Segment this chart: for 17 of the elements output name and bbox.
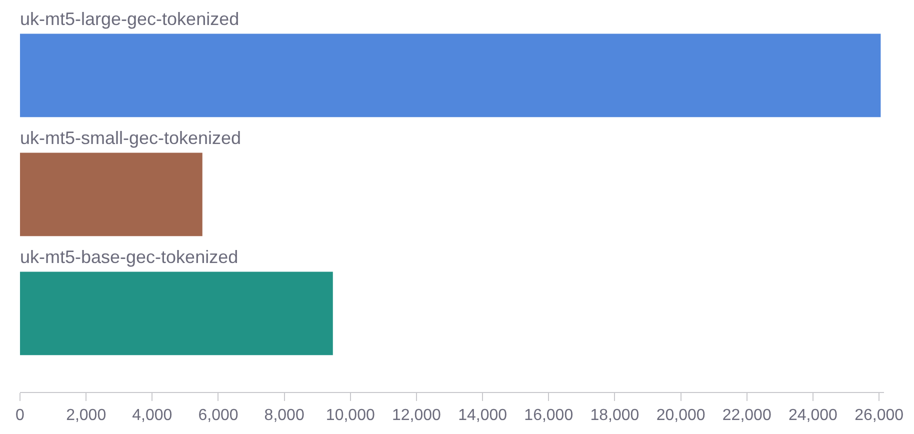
x-tick-label: 2,000: [66, 407, 106, 424]
x-tick-label: 12,000: [392, 407, 442, 424]
x-tick-label: 8,000: [264, 407, 304, 424]
x-tick-label: 10,000: [326, 407, 375, 424]
y-tick-label: uk-mt5-small-gec-tokenized: [20, 128, 242, 148]
y-tick-label: uk-mt5-base-gec-tokenized: [20, 247, 238, 267]
x-tick-label: 0: [16, 407, 25, 424]
x-tick-label: 4,000: [132, 407, 172, 424]
x-tick-label: 16,000: [524, 407, 574, 424]
x-tick-label: 6,000: [198, 407, 238, 424]
x-tick-label: 18,000: [590, 407, 640, 424]
x-tick-label: 26,000: [854, 407, 904, 424]
x-tick-label: 20,000: [656, 407, 706, 424]
y-tick-label: uk-mt5-large-gec-tokenized: [20, 9, 240, 29]
x-tick-label: 22,000: [722, 407, 772, 424]
x-tick-label: 24,000: [788, 407, 838, 424]
x-tick-label: 14,000: [458, 407, 508, 424]
